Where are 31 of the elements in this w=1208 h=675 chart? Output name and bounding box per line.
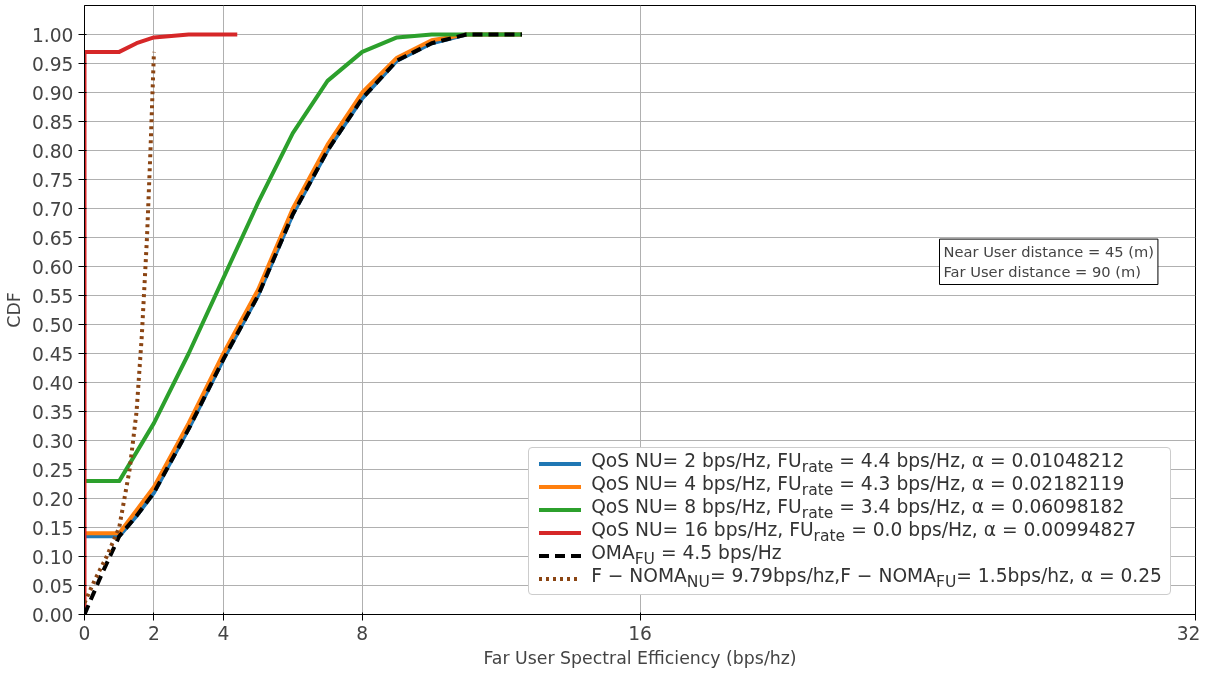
y-tick-label: 0.65 bbox=[31, 227, 74, 249]
x-tick-label: 2 bbox=[148, 622, 160, 644]
y-tick-label: 0.70 bbox=[31, 198, 74, 220]
y-tick-label: 0.05 bbox=[31, 575, 74, 597]
annotation: Far User distance = 90 (m) bbox=[943, 263, 1142, 281]
x-axis-title: Far User Spectral Efficiency (bps/hz) bbox=[483, 647, 797, 668]
y-tick-label: 0.10 bbox=[31, 546, 74, 568]
annotation: Near User distance = 45 (m) bbox=[943, 243, 1154, 261]
y-tick-label: 0.45 bbox=[31, 343, 74, 365]
y-tick-label: 0.30 bbox=[31, 430, 74, 452]
y-tick-label: 0.00 bbox=[31, 604, 74, 626]
y-tick-label: 0.15 bbox=[31, 517, 74, 539]
x-tick-label: 4 bbox=[217, 622, 230, 644]
y-tick-label: 0.40 bbox=[31, 372, 74, 394]
y-tick-label: 0.50 bbox=[31, 314, 74, 336]
y-tick-label: 0.35 bbox=[31, 401, 74, 423]
x-tick-label: 16 bbox=[628, 622, 652, 644]
y-tick-label: 0.60 bbox=[31, 256, 74, 278]
x-tick-label: 32 bbox=[1176, 622, 1201, 644]
y-tick-label: 0.55 bbox=[31, 285, 74, 307]
y-tick-label: 1.00 bbox=[31, 24, 74, 46]
y-tick-label: 0.80 bbox=[31, 140, 74, 162]
y-axis-title: CDF bbox=[3, 292, 24, 328]
x-tick-label: 8 bbox=[356, 622, 369, 644]
y-tick-label: 0.20 bbox=[31, 488, 74, 510]
x-tick-label: 0 bbox=[78, 622, 91, 644]
y-tick-label: 0.85 bbox=[31, 111, 74, 133]
y-tick-label: 0.25 bbox=[31, 459, 74, 481]
y-tick-label: 0.75 bbox=[31, 169, 74, 191]
y-tick-label: 0.95 bbox=[31, 53, 74, 75]
y-tick-label: 0.90 bbox=[31, 82, 74, 104]
